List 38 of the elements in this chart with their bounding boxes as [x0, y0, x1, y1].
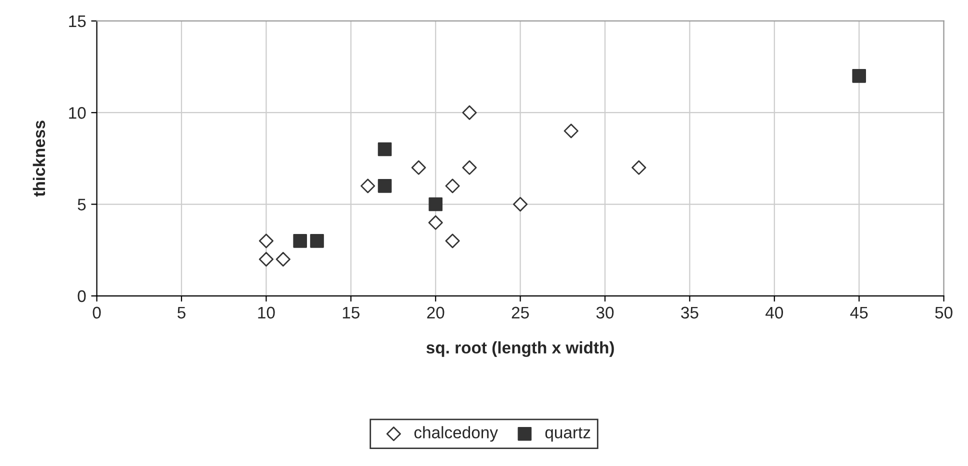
- point: [632, 160, 646, 175]
- y-tick-label: 5: [78, 198, 86, 210]
- point: [411, 160, 426, 175]
- legend-label: chalcedony: [414, 426, 498, 442]
- x-tick-label: 35: [681, 306, 698, 319]
- point: [360, 178, 376, 194]
- point: [378, 142, 392, 156]
- point: [258, 234, 274, 248]
- x-tick-label: 0: [92, 306, 101, 319]
- point: [276, 252, 290, 267]
- x-tick-label: 40: [766, 306, 784, 319]
- x-tick-label: 20: [427, 306, 444, 319]
- point: [462, 160, 477, 175]
- point: [852, 69, 866, 83]
- y-axis-title: thickness: [32, 120, 46, 197]
- point: [258, 252, 274, 267]
- y-tick-label: 15: [69, 16, 86, 28]
- point: [310, 234, 324, 248]
- x-tick-label: 5: [178, 306, 186, 319]
- point: [564, 124, 578, 138]
- x-tick-label: 30: [596, 306, 614, 319]
- x-tick-label: 25: [512, 306, 529, 319]
- point: [428, 215, 443, 230]
- point: [462, 105, 477, 120]
- point: [428, 197, 443, 212]
- point: [445, 178, 460, 194]
- point: [445, 234, 460, 248]
- point: [293, 234, 307, 248]
- x-axis-title: sq. root (length x width): [426, 341, 614, 357]
- point: [378, 179, 392, 193]
- y-tick-label: 0: [78, 290, 86, 302]
- y-tick-label: 10: [69, 107, 86, 119]
- x-tick-label: 10: [258, 306, 275, 319]
- x-tick-label: 45: [850, 306, 868, 319]
- point: [513, 196, 528, 212]
- x-tick-label: 50: [935, 306, 952, 319]
- x-tick-label: 15: [342, 306, 360, 319]
- legend-label: quartz: [545, 427, 590, 442]
